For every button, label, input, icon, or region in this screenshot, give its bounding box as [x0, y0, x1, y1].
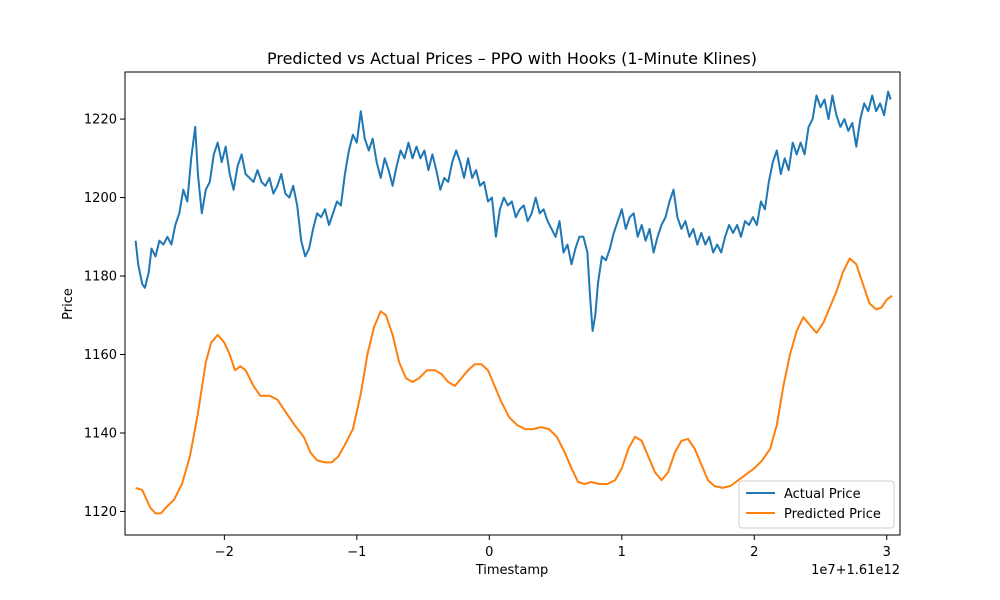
axes-frame [124, 71, 901, 536]
plot-area [134, 90, 893, 515]
x-tick-label: 2 [750, 545, 758, 560]
x-tick-label: −2 [215, 545, 234, 560]
series-line-actual-price [134, 90, 892, 332]
x-tick-label: 3 [883, 545, 891, 560]
series-line-predicted-price [135, 257, 893, 515]
y-axis-label: Price [61, 288, 76, 320]
y-tick-label: 1140 [84, 426, 117, 441]
legend: Actual Price Predicted Price [738, 480, 895, 529]
x-offset-label: 1e7+1.61e12 [811, 563, 900, 578]
y-tick-label: 1220 [84, 113, 117, 128]
y-axis: 1120 1140 1160 1180 1200 1220 [84, 113, 125, 520]
y-tick-label: 1180 [84, 270, 117, 285]
y-tick-label: 1200 [84, 191, 117, 206]
legend-label-actual: Actual Price [784, 487, 861, 502]
chart-title: Predicted vs Actual Prices – PPO with Ho… [267, 49, 757, 68]
x-tick-label: −1 [347, 545, 366, 560]
y-tick-label: 1160 [84, 348, 117, 363]
legend-label-predicted: Predicted Price [784, 507, 881, 522]
x-axis-label: Timestamp [475, 563, 549, 578]
legend-box [738, 480, 895, 529]
y-tick-label: 1120 [84, 505, 117, 520]
x-tick-label: 1 [618, 545, 626, 560]
x-tick-label: 0 [485, 545, 493, 560]
x-axis: −2 −1 0 1 2 3 [215, 535, 891, 560]
